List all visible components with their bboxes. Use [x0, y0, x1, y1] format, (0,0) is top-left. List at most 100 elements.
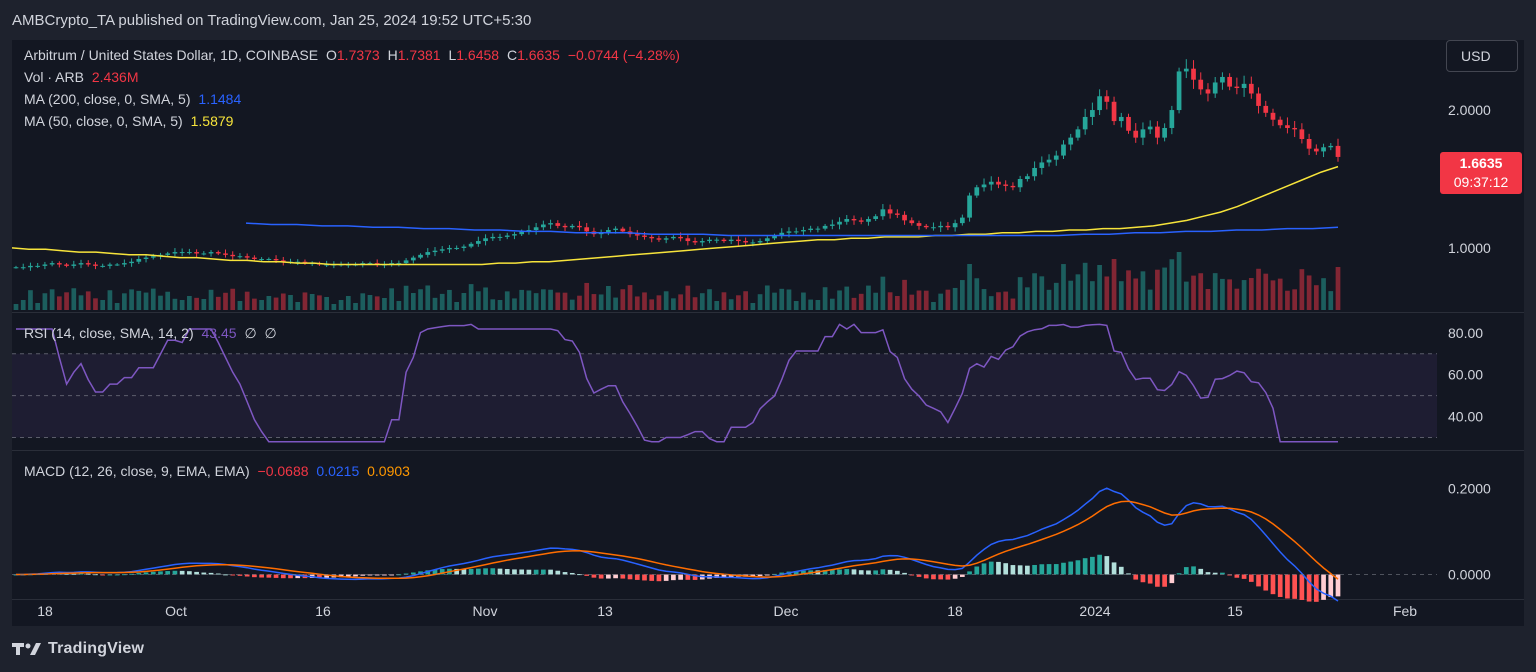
volume-bar — [779, 288, 785, 310]
candle-body — [894, 213, 900, 215]
ma-lines — [12, 165, 1339, 266]
macd-hist-bar — [1328, 574, 1334, 598]
macd-hist-bar — [562, 572, 568, 575]
high-label: H — [387, 47, 398, 63]
low-label: L — [448, 47, 457, 63]
volume-bar — [1053, 282, 1059, 310]
volume-bar — [1299, 269, 1305, 310]
close-value: 1.6635 — [517, 47, 560, 63]
candle-body — [1003, 184, 1009, 186]
macd-hist-bar — [439, 569, 445, 575]
volume-bar — [1147, 289, 1153, 310]
tradingview-logo-icon — [12, 643, 41, 655]
volume-bar — [1277, 278, 1283, 310]
volume-bar — [1169, 259, 1175, 310]
candle-body — [945, 225, 951, 228]
volume-bar — [851, 297, 857, 310]
volume-bar — [497, 300, 503, 310]
volume-bar — [548, 289, 553, 310]
volume-bar — [324, 297, 329, 310]
candle-body — [1169, 110, 1175, 128]
volume-bar — [331, 304, 337, 310]
rsi-band — [12, 353, 1437, 439]
macd-hist-bar — [273, 574, 279, 578]
ma50-legend: MA (50, close, 0, SMA, 5) 1.5879 — [24, 113, 237, 129]
ma200-label: MA (200, close, 0, SMA, 5) — [24, 91, 191, 107]
tradingview-brand: TradingView — [48, 640, 145, 657]
candle-body — [1017, 179, 1023, 188]
candle-body — [671, 236, 676, 239]
volume-bar — [64, 292, 69, 310]
macd-hist-bar — [1046, 564, 1052, 575]
macd-hist-bar — [627, 574, 633, 580]
macd-hist-bar — [1082, 558, 1088, 575]
chart-svg[interactable]: 2.0000 1.0000 80.00 60.00 40.00 0.2000 0.0000 1… — [12, 40, 1524, 626]
volume-bar — [620, 289, 626, 310]
candle-body — [1140, 129, 1146, 138]
macd-hist-bar — [988, 561, 994, 575]
macd-hist-bar — [829, 569, 835, 575]
macd-hist-bar — [533, 569, 539, 575]
candle-body — [822, 225, 828, 229]
candle-body — [562, 225, 568, 228]
volume-bar — [425, 285, 431, 310]
macd-hist-bar — [215, 573, 221, 575]
macd-hist-bar — [887, 569, 893, 575]
candle-body — [931, 227, 936, 229]
currency-button[interactable]: USD — [1446, 40, 1518, 72]
macd-hist-bar — [894, 570, 900, 575]
volume-bar — [873, 292, 879, 310]
tradingview-logo[interactable]: TradingView — [12, 640, 144, 658]
volume-bar — [374, 296, 380, 310]
candle-body — [1046, 159, 1052, 163]
candle-body — [873, 216, 879, 219]
macd-hist-bar — [129, 573, 134, 575]
macd-hist-bar — [548, 569, 553, 575]
candle-body — [201, 253, 207, 255]
candle-body — [577, 225, 582, 228]
chart-panel[interactable]: 2.0000 1.0000 80.00 60.00 40.00 0.2000 0.0000 1… — [12, 40, 1524, 626]
last-price-tag: 1.6635 09:37:12 — [1440, 152, 1522, 194]
candle-body — [1205, 89, 1211, 94]
macd-hist-bar — [208, 572, 214, 575]
macd-hist-bar — [1162, 574, 1167, 587]
volume-bar — [1191, 275, 1196, 310]
candle-body — [1162, 127, 1167, 138]
candle-body — [1313, 148, 1319, 152]
volume-bar — [1313, 285, 1319, 310]
candle-body — [85, 263, 91, 265]
macd-hist-bar — [382, 574, 387, 576]
macd-hist-bar — [584, 574, 590, 576]
macd-hist-bar — [613, 574, 618, 579]
rsi-axis-label: 60.00 — [1448, 367, 1483, 383]
candle-body — [367, 263, 373, 265]
macd-hist-bar — [1183, 567, 1189, 575]
volume-bar — [519, 289, 525, 310]
ma200-line — [245, 222, 1339, 237]
volume-bar — [1039, 276, 1045, 310]
macd-hist-bar — [150, 571, 156, 575]
volume-bar — [649, 299, 655, 310]
candle-body — [150, 256, 156, 258]
candle-body — [512, 234, 517, 236]
candle-body — [902, 214, 907, 221]
volume-bar — [1075, 274, 1081, 310]
change-value: −0.0744 (−4.28%) — [567, 47, 680, 63]
grid-lines — [12, 312, 1524, 600]
low-value: 1.6458 — [456, 47, 500, 63]
candle-body — [555, 223, 561, 226]
time-axis-label: 13 — [597, 603, 613, 619]
ma50-value: 1.5879 — [190, 113, 234, 129]
high-value: 1.7381 — [397, 47, 441, 63]
candle-body — [187, 252, 192, 254]
macd-hist-bar — [837, 569, 842, 575]
volume-bar — [468, 284, 474, 310]
candle-body — [634, 234, 640, 236]
volume-bar — [71, 288, 77, 310]
macd-hist-bar — [252, 574, 257, 578]
macd-hist-bar — [324, 574, 329, 578]
macd-hist-bar — [360, 574, 366, 576]
volume-bar — [201, 299, 207, 310]
volume-bar — [187, 296, 192, 310]
candle-body — [721, 239, 727, 242]
